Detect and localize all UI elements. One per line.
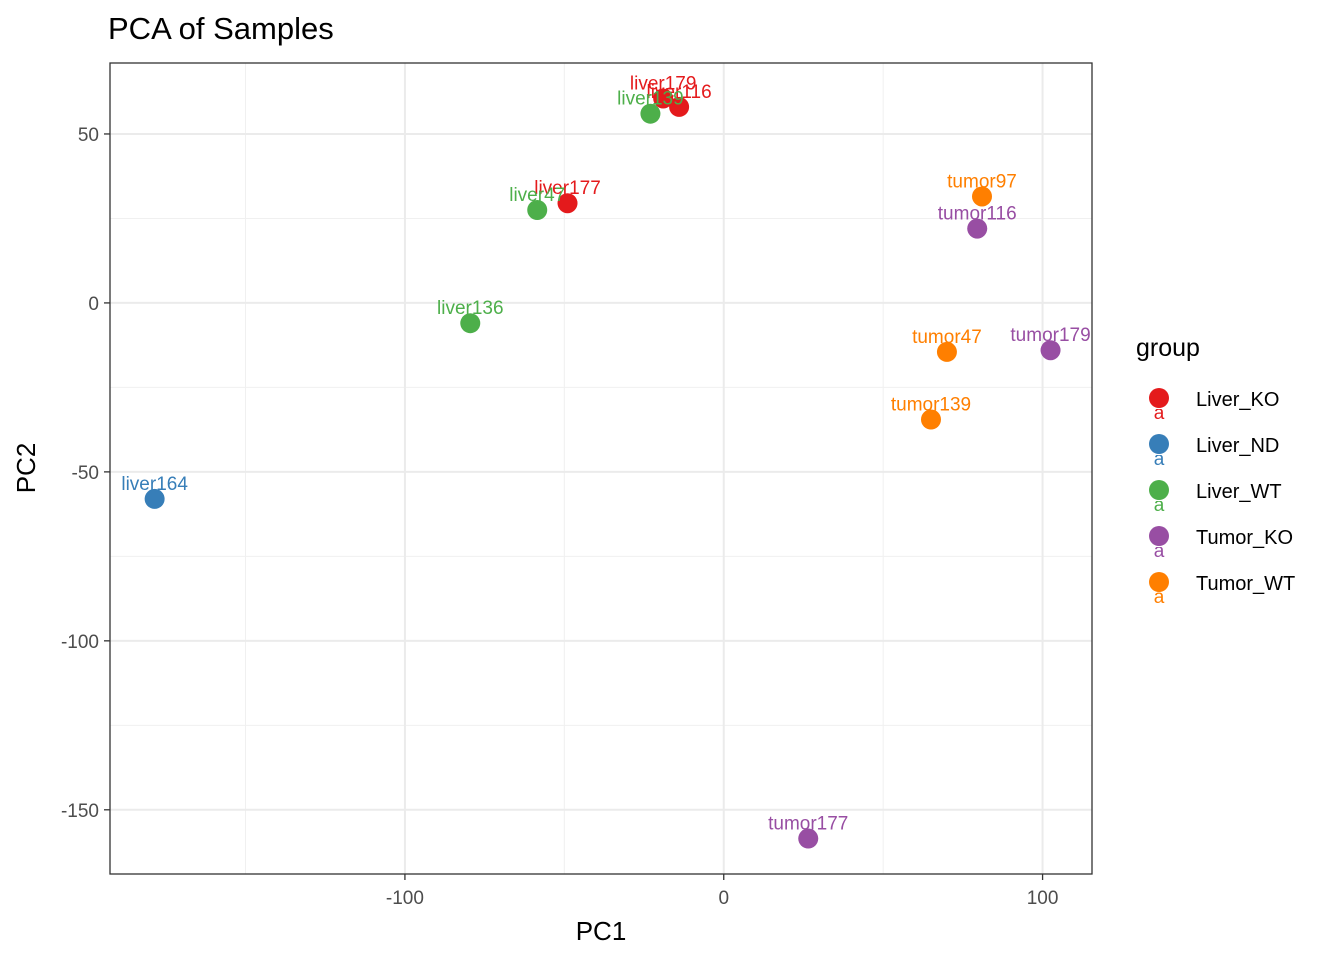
point-label-liver139: liver139	[617, 89, 684, 110]
data-point-liver164	[144, 488, 165, 509]
point-label-liver179: liver179	[630, 73, 697, 94]
y-axis-title: PC2	[11, 443, 41, 494]
legend-label: Tumor_KO	[1196, 527, 1293, 549]
legend-label: Tumor_WT	[1196, 573, 1295, 595]
point-label-liver177: liver177	[534, 178, 601, 199]
legend-item-Tumor_WT: a Tumor_WT	[1149, 572, 1295, 608]
data-point-tumor177	[798, 828, 819, 849]
point-label-tumor47: tumor47	[912, 327, 982, 348]
data-point-liver139	[640, 103, 661, 124]
legend-key-text: a	[1154, 541, 1165, 562]
legend: group aLiver_KOaLiver_NDaLiver_WTaTumor_…	[1136, 334, 1295, 608]
point-label-liver136: liver136	[437, 298, 504, 319]
y-tick-label: -100	[61, 632, 99, 653]
x-tick-label: 100	[1027, 888, 1059, 909]
legend-marker	[1149, 388, 1169, 408]
legend-item-Tumor_KO: a Tumor_KO	[1149, 526, 1293, 562]
point-label-liver116: liver116	[647, 82, 712, 103]
grid-major	[110, 63, 1092, 874]
point-label-liver164: liver164	[121, 474, 188, 495]
legend-label: Liver_WT	[1196, 481, 1282, 503]
legend-item-Liver_ND: a Liver_ND	[1149, 434, 1279, 470]
data-point-tumor139	[920, 409, 941, 430]
x-tick-label: 0	[718, 888, 729, 909]
legend-label: Liver_KO	[1196, 389, 1279, 411]
point-label-tumor97: tumor97	[947, 171, 1017, 192]
legend-marker	[1149, 480, 1169, 500]
y-tick-label: 50	[78, 125, 99, 146]
legend-item-Liver_KO: a Liver_KO	[1149, 388, 1279, 424]
legend-item-Liver_WT: a Liver_WT	[1149, 480, 1282, 516]
x-axis-ticks: -100 0 100	[386, 874, 1059, 909]
legend-key-text: a	[1154, 587, 1165, 608]
legend-title: group	[1136, 334, 1200, 362]
y-tick-label: -50	[72, 463, 99, 484]
data-point-tumor116	[967, 218, 988, 239]
chart-title: PCA of Samples	[108, 11, 334, 46]
point-label-tumor116: tumor116	[938, 204, 1017, 225]
legend-marker	[1149, 526, 1169, 546]
panel-border	[109, 62, 1093, 875]
data-point-liver47	[527, 199, 548, 220]
point-label-tumor179: tumor179	[1010, 325, 1090, 346]
legend-marker	[1149, 572, 1169, 592]
y-axis-ticks: 50 0 -50 -100 -150	[61, 125, 110, 822]
data-point-liver136	[460, 313, 481, 334]
x-tick-label: -100	[386, 888, 424, 909]
point-label-tumor177: tumor177	[768, 814, 848, 835]
point-label-liver47: liver47	[509, 185, 565, 206]
data-point-tumor97	[972, 186, 993, 207]
y-tick-label: 0	[88, 294, 99, 315]
legend-key-text: a	[1154, 403, 1165, 424]
plot-panel	[110, 63, 1092, 874]
legend-key-text: a	[1154, 495, 1165, 516]
legend-key-text: a	[1154, 449, 1165, 470]
y-tick-label: -150	[61, 801, 99, 822]
data-point-liver116	[669, 96, 690, 117]
legend-label: Liver_ND	[1196, 435, 1279, 457]
data-point-tumor179	[1040, 340, 1061, 361]
legend-marker	[1149, 434, 1169, 454]
point-label-tumor139: tumor139	[891, 395, 971, 416]
x-axis-title: PC1	[576, 916, 627, 946]
data-point-liver177	[557, 193, 578, 214]
data-point-tumor47	[936, 341, 957, 362]
data-points	[144, 88, 1061, 849]
data-point-liver179	[653, 88, 674, 109]
